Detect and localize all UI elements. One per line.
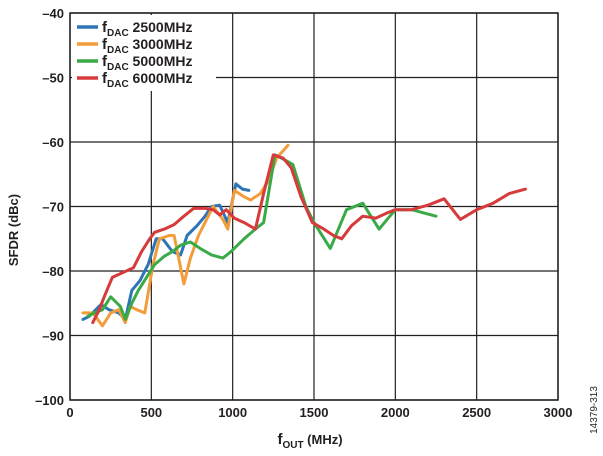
legend-label: fDAC 3000MHz	[102, 36, 192, 56]
x-tick-label: 1000	[218, 405, 247, 420]
series-line-5000mhz	[86, 153, 438, 321]
figure-id: 14379-313	[589, 386, 600, 434]
x-axis-label-main: f	[277, 431, 283, 448]
series-line-3000mhz	[81, 143, 290, 328]
x-tick-label: 2000	[381, 405, 410, 420]
x-axis-label-rest: (MHz)	[304, 432, 343, 447]
plot-frame	[69, 12, 559, 401]
y-tick-label: –60	[42, 135, 64, 150]
y-axis-ticks: –100 –90 –80 –70 –60 –50 –40	[35, 6, 64, 408]
legend-label: fDAC 5000MHz	[102, 53, 192, 73]
x-tick-label: 1500	[300, 405, 329, 420]
y-tick-label: –70	[42, 200, 64, 215]
x-tick-label: 500	[140, 405, 162, 420]
y-tick-label: –90	[42, 329, 64, 344]
legend-label: fDAC 2500MHz	[102, 19, 192, 39]
y-tick-label: –50	[42, 71, 64, 86]
x-tick-label: 2500	[462, 405, 491, 420]
y-tick-label: –100	[35, 393, 64, 408]
y-axis-label: SFDR (dBc)	[6, 194, 21, 266]
series-lines	[81, 143, 527, 328]
x-axis-label-sub: OUT	[282, 440, 303, 451]
x-axis-label: fOUT (MHz)	[277, 431, 342, 451]
x-tick-label: 0	[66, 405, 73, 420]
x-axis-ticks: 0 500 1000 1500 2000 2500 3000	[66, 405, 572, 420]
y-tick-label: –80	[42, 264, 64, 279]
y-tick-label: –40	[42, 6, 64, 21]
series-line-6000mhz	[91, 153, 527, 325]
x-tick-label: 3000	[544, 405, 573, 420]
legend-label: fDAC 6000MHz	[102, 70, 192, 90]
